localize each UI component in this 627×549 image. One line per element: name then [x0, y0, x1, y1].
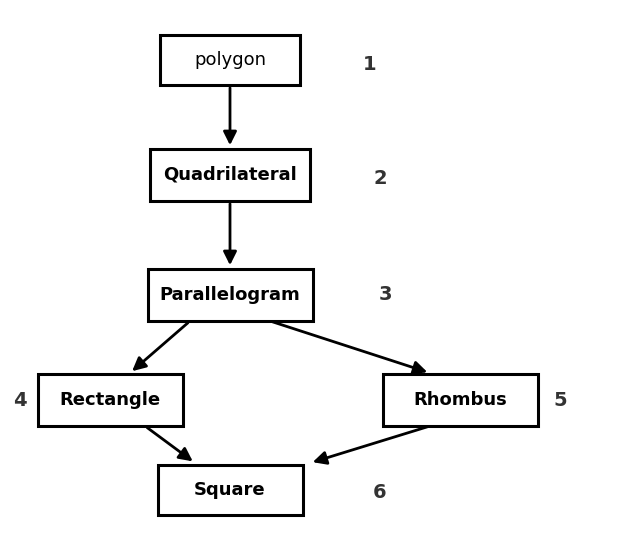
Text: Rhombus: Rhombus [413, 391, 507, 409]
Text: 6: 6 [373, 484, 387, 502]
Text: Rectangle: Rectangle [60, 391, 161, 409]
FancyBboxPatch shape [147, 269, 312, 321]
Text: 5: 5 [553, 390, 567, 410]
FancyBboxPatch shape [157, 465, 302, 515]
FancyBboxPatch shape [382, 374, 537, 426]
Text: 4: 4 [13, 390, 27, 410]
Text: Quadrilateral: Quadrilateral [163, 166, 297, 184]
Text: 2: 2 [373, 169, 387, 188]
Text: Parallelogram: Parallelogram [160, 286, 300, 304]
Text: polygon: polygon [194, 51, 266, 69]
FancyBboxPatch shape [160, 35, 300, 85]
FancyBboxPatch shape [38, 374, 182, 426]
Text: 3: 3 [378, 285, 392, 305]
Text: 1: 1 [363, 55, 377, 75]
Text: Square: Square [194, 481, 266, 499]
FancyBboxPatch shape [150, 149, 310, 201]
